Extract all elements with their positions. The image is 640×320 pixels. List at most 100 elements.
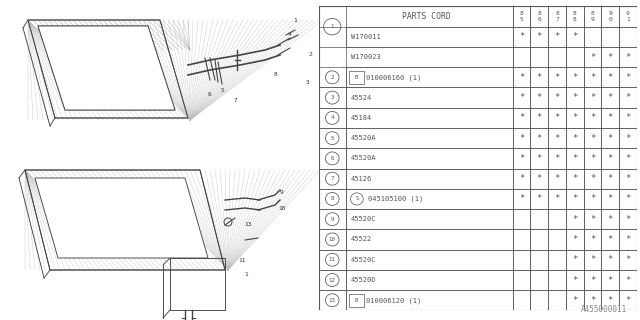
Text: 2: 2 [330, 75, 334, 80]
Bar [548, 290, 566, 310]
Bar [584, 6, 602, 27]
Bar [584, 290, 602, 310]
Bar [584, 229, 602, 250]
Text: 1: 1 [244, 273, 248, 277]
Text: *: * [590, 93, 595, 102]
Bar [584, 128, 602, 148]
Bar [548, 270, 566, 290]
Bar [531, 108, 548, 128]
Text: 4: 4 [288, 33, 292, 37]
Text: 8
6: 8 6 [538, 11, 541, 22]
Text: 45520D: 45520D [351, 277, 376, 283]
Text: 4: 4 [330, 116, 334, 120]
Text: 6: 6 [330, 156, 334, 161]
Text: *: * [607, 154, 613, 163]
Text: 45520A: 45520A [351, 156, 376, 161]
Text: 45520A: 45520A [351, 135, 376, 141]
Bar [566, 250, 584, 270]
Text: *: * [537, 134, 542, 143]
Bar [531, 128, 548, 148]
Bar [566, 108, 584, 128]
Bar [566, 148, 584, 169]
Bar [346, 128, 513, 148]
Text: *: * [607, 296, 613, 305]
Text: *: * [590, 235, 595, 244]
Text: *: * [537, 154, 542, 163]
Bar [513, 209, 531, 229]
Text: *: * [625, 296, 630, 305]
Text: *: * [572, 32, 577, 41]
Bar [319, 209, 346, 229]
Bar [319, 229, 346, 250]
Text: *: * [572, 296, 577, 305]
Bar [584, 87, 602, 108]
Text: *: * [554, 195, 560, 204]
Text: *: * [590, 255, 595, 264]
Text: *: * [607, 174, 613, 183]
Text: *: * [554, 154, 560, 163]
Bar [548, 169, 566, 189]
Bar [619, 67, 637, 87]
Bar [319, 6, 346, 47]
Text: *: * [572, 215, 577, 224]
Text: *: * [625, 195, 630, 204]
Text: *: * [519, 93, 524, 102]
Bar [566, 290, 584, 310]
Bar [602, 290, 619, 310]
Text: 45520C: 45520C [351, 216, 376, 222]
Bar [619, 250, 637, 270]
Text: 45522: 45522 [351, 236, 372, 243]
Bar [531, 169, 548, 189]
Bar [602, 270, 619, 290]
Bar [319, 6, 513, 27]
Text: *: * [537, 32, 542, 41]
Text: *: * [537, 113, 542, 122]
Bar [548, 189, 566, 209]
Bar [566, 87, 584, 108]
Bar [584, 250, 602, 270]
Text: *: * [554, 32, 560, 41]
Text: W170011: W170011 [351, 34, 380, 40]
Bar [619, 128, 637, 148]
Bar [602, 47, 619, 67]
Text: *: * [590, 174, 595, 183]
Bar [602, 189, 619, 209]
Bar [548, 67, 566, 87]
Text: *: * [625, 134, 630, 143]
Text: *: * [572, 113, 577, 122]
Text: 45520C: 45520C [351, 257, 376, 263]
Bar [513, 250, 531, 270]
Text: *: * [607, 195, 613, 204]
Text: *: * [519, 174, 524, 183]
Bar [566, 27, 584, 47]
Bar [602, 108, 619, 128]
Bar [319, 189, 346, 209]
Text: 12: 12 [329, 277, 336, 283]
Text: *: * [625, 215, 630, 224]
Text: 9: 9 [330, 217, 334, 222]
Bar [531, 270, 548, 290]
Text: *: * [519, 134, 524, 143]
Text: 010006120 (1): 010006120 (1) [367, 297, 422, 303]
Bar [513, 290, 531, 310]
Bar [531, 67, 548, 87]
Bar [531, 87, 548, 108]
Bar [619, 209, 637, 229]
Bar [602, 209, 619, 229]
Text: *: * [607, 73, 613, 82]
Bar [566, 128, 584, 148]
Text: *: * [537, 73, 542, 82]
Bar [531, 148, 548, 169]
Bar [513, 148, 531, 169]
Text: *: * [607, 276, 613, 284]
Bar [548, 250, 566, 270]
Bar [548, 229, 566, 250]
Text: *: * [607, 93, 613, 102]
Text: 8
8: 8 8 [573, 11, 577, 22]
Text: *: * [590, 134, 595, 143]
Text: 5: 5 [330, 136, 334, 140]
Bar [513, 189, 531, 209]
Text: 10: 10 [278, 205, 285, 211]
Bar [531, 290, 548, 310]
Bar [619, 27, 637, 47]
